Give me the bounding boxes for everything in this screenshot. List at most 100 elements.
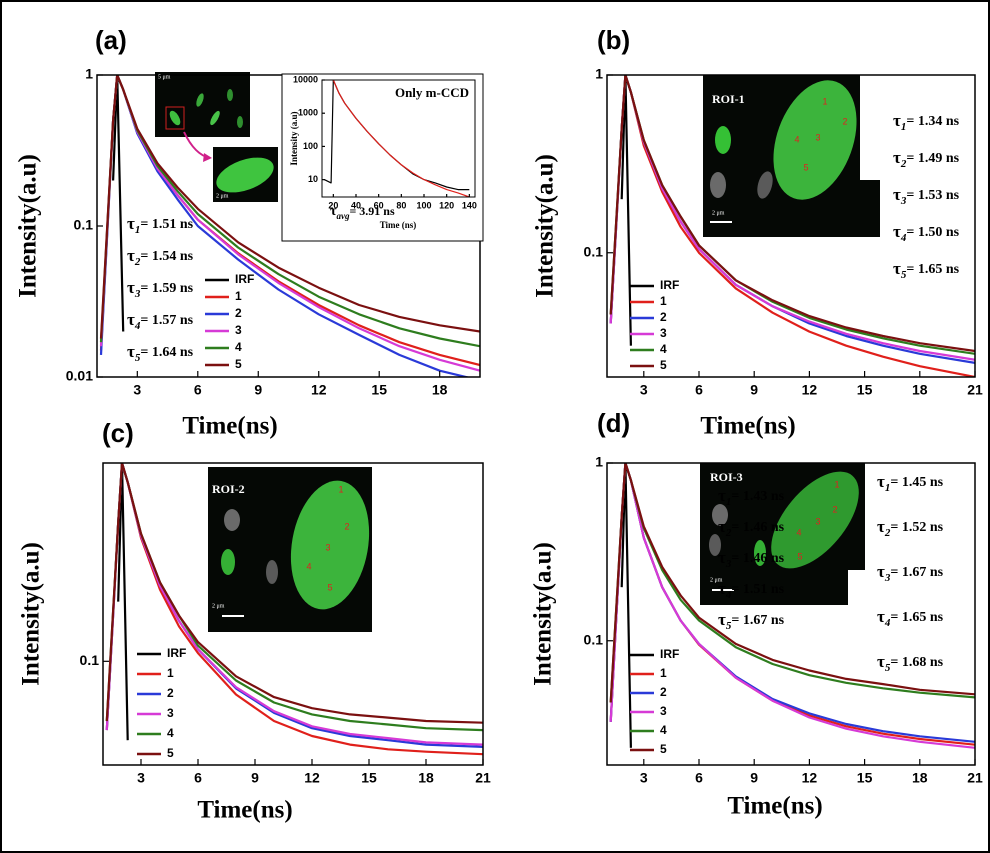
series-line (609, 75, 975, 353)
legend-label: 2 (660, 310, 667, 324)
tau-annotation: τ3= 1.59 ns (127, 278, 194, 300)
x-tick-label: 60 (374, 200, 384, 210)
tau-symbol: τ (893, 259, 901, 278)
legend-label: 5 (660, 358, 667, 372)
roi-marker: 1 (834, 479, 839, 489)
tau-symbol: τ (127, 310, 135, 329)
roi-marker: 4 (796, 527, 801, 537)
legend-label: 3 (167, 706, 174, 720)
x-tick-label: 3 (133, 382, 141, 398)
x-tick-label: 18 (418, 770, 434, 786)
legend-label: 4 (167, 726, 174, 740)
x-axis-label: Time(ns) (197, 797, 292, 824)
legend-label: 5 (167, 746, 174, 760)
x-tick-label: 21 (475, 770, 491, 786)
tau-annotation: τ4= 1.57 ns (127, 310, 194, 332)
x-axis-label: Time(ns) (700, 413, 795, 440)
y-axis-label: Intensity(a.u) (530, 542, 557, 686)
tau-annotation: τ2= 1.46 ns (718, 517, 785, 539)
y-tick-label: 10 (308, 174, 318, 184)
roi-marker: 3 (815, 132, 820, 142)
tau-symbol: τ (718, 579, 726, 598)
tau-symbol: τ (718, 517, 726, 536)
scale-label: 2 μm (212, 603, 225, 609)
x-tick-label: 140 (462, 200, 477, 210)
tau-value: = 1.64 ns (140, 345, 193, 360)
micrograph-c (208, 467, 372, 632)
tau-subscript: avg (336, 211, 349, 221)
series-line (105, 463, 483, 724)
tau-symbol: τ (893, 185, 901, 204)
legend-label: 1 (660, 666, 667, 680)
y-axis-label: Intensity(a.u) (532, 154, 559, 298)
tau-subscript: 1 (726, 496, 732, 508)
y-axis-label: Intensity(a.u) (15, 154, 42, 298)
y-tick-label: 1 (85, 66, 93, 82)
x-tick-label: 3 (640, 382, 648, 398)
series-line (332, 80, 470, 197)
tau-value: = 1.43 ns (731, 489, 784, 504)
x-tick-label: 12 (802, 770, 818, 786)
tau-subscript: 4 (725, 589, 732, 601)
tau-symbol: τ (127, 214, 135, 233)
tau-value: = 1.53 ns (906, 188, 959, 203)
legend-label: IRF (660, 647, 679, 661)
tau-value: = 1.52 ns (890, 520, 943, 535)
tau-symbol: τ (893, 111, 901, 130)
y-tick-label: 1000 (298, 108, 318, 118)
x-tick-label: 3 (640, 770, 648, 786)
micrograph-b (703, 75, 880, 237)
micrograph-a (155, 72, 278, 202)
tau-annotation: τ5= 1.68 ns (877, 652, 944, 674)
tau-symbol: τ (877, 652, 885, 671)
series-line (117, 463, 129, 741)
tau-symbol: τ (893, 222, 901, 241)
legend-label: 5 (660, 742, 667, 756)
x-tick-label: 15 (857, 382, 873, 398)
legend-label: 3 (235, 323, 242, 337)
x-axis-label: Time(ns) (182, 413, 277, 440)
legend-label: IRF (235, 272, 254, 286)
tau-annotation: τ2= 1.52 ns (877, 517, 944, 539)
tau-value: = 1.46 ns (731, 551, 784, 566)
tau-subscript: 3 (884, 572, 891, 584)
axes-frame (102, 462, 484, 766)
tau-subscript: 3 (900, 195, 907, 207)
roi-marker: 2 (842, 116, 847, 126)
x-tick-label: 15 (371, 382, 387, 398)
series-line (99, 75, 480, 339)
legend-label: IRF (167, 646, 186, 660)
tau-symbol: τ (877, 607, 885, 626)
tau-subscript: 2 (725, 527, 732, 539)
x-tick-label: 6 (194, 770, 202, 786)
roi-marker: 2 (344, 521, 349, 531)
tau-annotation: τ1= 1.43 ns (718, 486, 785, 508)
x-tick-label: 9 (251, 770, 259, 786)
legend-label: 4 (235, 340, 242, 354)
tau-subscript: 1 (885, 482, 891, 494)
tau-symbol: τ (718, 610, 726, 629)
tau-subscript: 4 (900, 232, 907, 244)
tau-value: = 1.51 ns (140, 217, 193, 232)
roi-marker: 5 (803, 162, 808, 172)
x-tick-label: 18 (432, 382, 448, 398)
x-tick-label: 21 (967, 382, 983, 398)
scale-label: 2 μm (710, 577, 723, 583)
tau-symbol: τ (877, 472, 885, 491)
tau-subscript: 2 (134, 256, 141, 268)
tau-symbol: τ (718, 548, 726, 567)
tau-annotation: τ5= 1.64 ns (127, 342, 194, 364)
tau-value: = 1.67 ns (731, 613, 784, 628)
tau-subscript: 5 (135, 352, 141, 364)
legend-label: 4 (660, 342, 667, 356)
x-tick-label: 12 (311, 382, 327, 398)
roi-marker: 4 (306, 561, 311, 571)
tau-annotation: τ4= 1.51 ns (718, 579, 785, 601)
tau-subscript: 3 (725, 558, 732, 570)
series-line (620, 463, 632, 748)
roi-label: ROI-1 (712, 92, 745, 106)
tau-annotation: τ5= 1.67 ns (718, 610, 785, 632)
y-axis-label: Intensity(a.u) (18, 542, 45, 686)
x-tick-label: 9 (750, 382, 758, 398)
x-tick-label: 20 (328, 200, 338, 210)
